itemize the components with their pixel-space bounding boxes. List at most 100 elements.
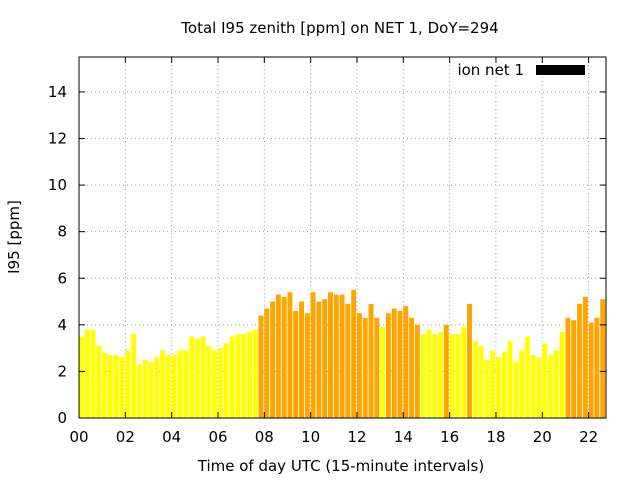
bar (542, 343, 548, 418)
bar (536, 357, 542, 418)
x-tick-label: 08 (255, 428, 274, 446)
bar (252, 329, 258, 418)
bar (339, 294, 345, 418)
bar (559, 331, 565, 418)
bar (368, 303, 374, 418)
y-axis-label: I95 [ppm] (5, 200, 23, 274)
y-tick-label: 12 (48, 130, 67, 148)
x-axis-label: Time of day UTC (15-minute intervals) (197, 457, 484, 475)
bar (217, 348, 223, 418)
bar (194, 338, 200, 418)
bar (281, 296, 287, 418)
bar (524, 336, 530, 418)
bar (333, 294, 339, 418)
bar (96, 345, 102, 418)
bar (507, 341, 513, 418)
x-tick-label: 20 (533, 428, 552, 446)
bar (142, 359, 148, 418)
bar (345, 303, 351, 418)
bar (461, 327, 467, 418)
y-tick-label: 4 (57, 316, 67, 334)
bar (588, 322, 594, 418)
bar (90, 329, 96, 418)
bar (84, 329, 90, 418)
bar (275, 294, 281, 418)
bar (548, 355, 554, 418)
y-tick-label: 14 (48, 83, 67, 101)
bar (189, 336, 194, 418)
x-tick-label: 16 (440, 428, 459, 446)
legend-label: ion net 1 (457, 61, 524, 79)
bar (113, 355, 119, 418)
bar (432, 334, 438, 418)
x-tick-label: 04 (162, 428, 181, 446)
bar (293, 310, 299, 418)
bar (171, 355, 177, 418)
bar (177, 350, 183, 418)
y-tick-label: 6 (57, 269, 67, 287)
bar (304, 313, 310, 418)
bar (258, 315, 264, 418)
bar (356, 313, 362, 418)
bar (351, 289, 357, 418)
y-tick-label: 10 (48, 176, 67, 194)
bar (154, 357, 160, 418)
bar (467, 303, 472, 418)
legend: ion net 1 (457, 61, 585, 79)
bar (246, 331, 252, 418)
bar (287, 292, 293, 418)
bar (264, 308, 270, 418)
bar (420, 334, 426, 418)
bar (455, 334, 461, 418)
bar (385, 313, 391, 418)
bar (79, 336, 84, 418)
bar (409, 317, 415, 418)
x-tick-label: 12 (347, 428, 366, 446)
bar (391, 308, 397, 418)
bar (206, 345, 212, 418)
bar (299, 301, 304, 418)
bar (513, 362, 519, 418)
x-tick-label: 18 (486, 428, 505, 446)
bar (131, 334, 137, 418)
x-tick-label: 02 (116, 428, 135, 446)
bars (79, 289, 606, 418)
bar (582, 296, 588, 418)
bar (472, 341, 478, 418)
x-tick-label: 00 (69, 428, 88, 446)
bar (553, 350, 559, 418)
bar (241, 334, 247, 418)
bar (594, 317, 600, 418)
x-tick-label: 06 (208, 428, 227, 446)
bar (374, 317, 380, 418)
bar (577, 303, 582, 418)
y-tick-label: 0 (57, 409, 67, 427)
bar (310, 292, 316, 418)
bar (183, 350, 189, 418)
bar (136, 364, 142, 418)
bar (519, 350, 525, 418)
bar (426, 329, 432, 418)
bar (200, 336, 206, 418)
bar (530, 355, 536, 418)
bar (322, 299, 328, 418)
bar (478, 345, 484, 418)
bar (328, 292, 333, 418)
chart-title: Total I95 zenith [ppm] on NET 1, DoY=294 (180, 19, 498, 37)
bar (160, 350, 165, 418)
bar (449, 334, 455, 418)
bar (443, 324, 449, 418)
bar (270, 301, 276, 418)
bar (490, 350, 496, 418)
legend-swatch (536, 65, 585, 75)
bar (148, 362, 154, 418)
bar (165, 355, 171, 418)
x-tick-label: 10 (301, 428, 320, 446)
bar (102, 352, 108, 418)
x-tick-label: 14 (394, 428, 413, 446)
bar (212, 350, 218, 418)
bar (438, 331, 443, 418)
bar (235, 334, 241, 418)
